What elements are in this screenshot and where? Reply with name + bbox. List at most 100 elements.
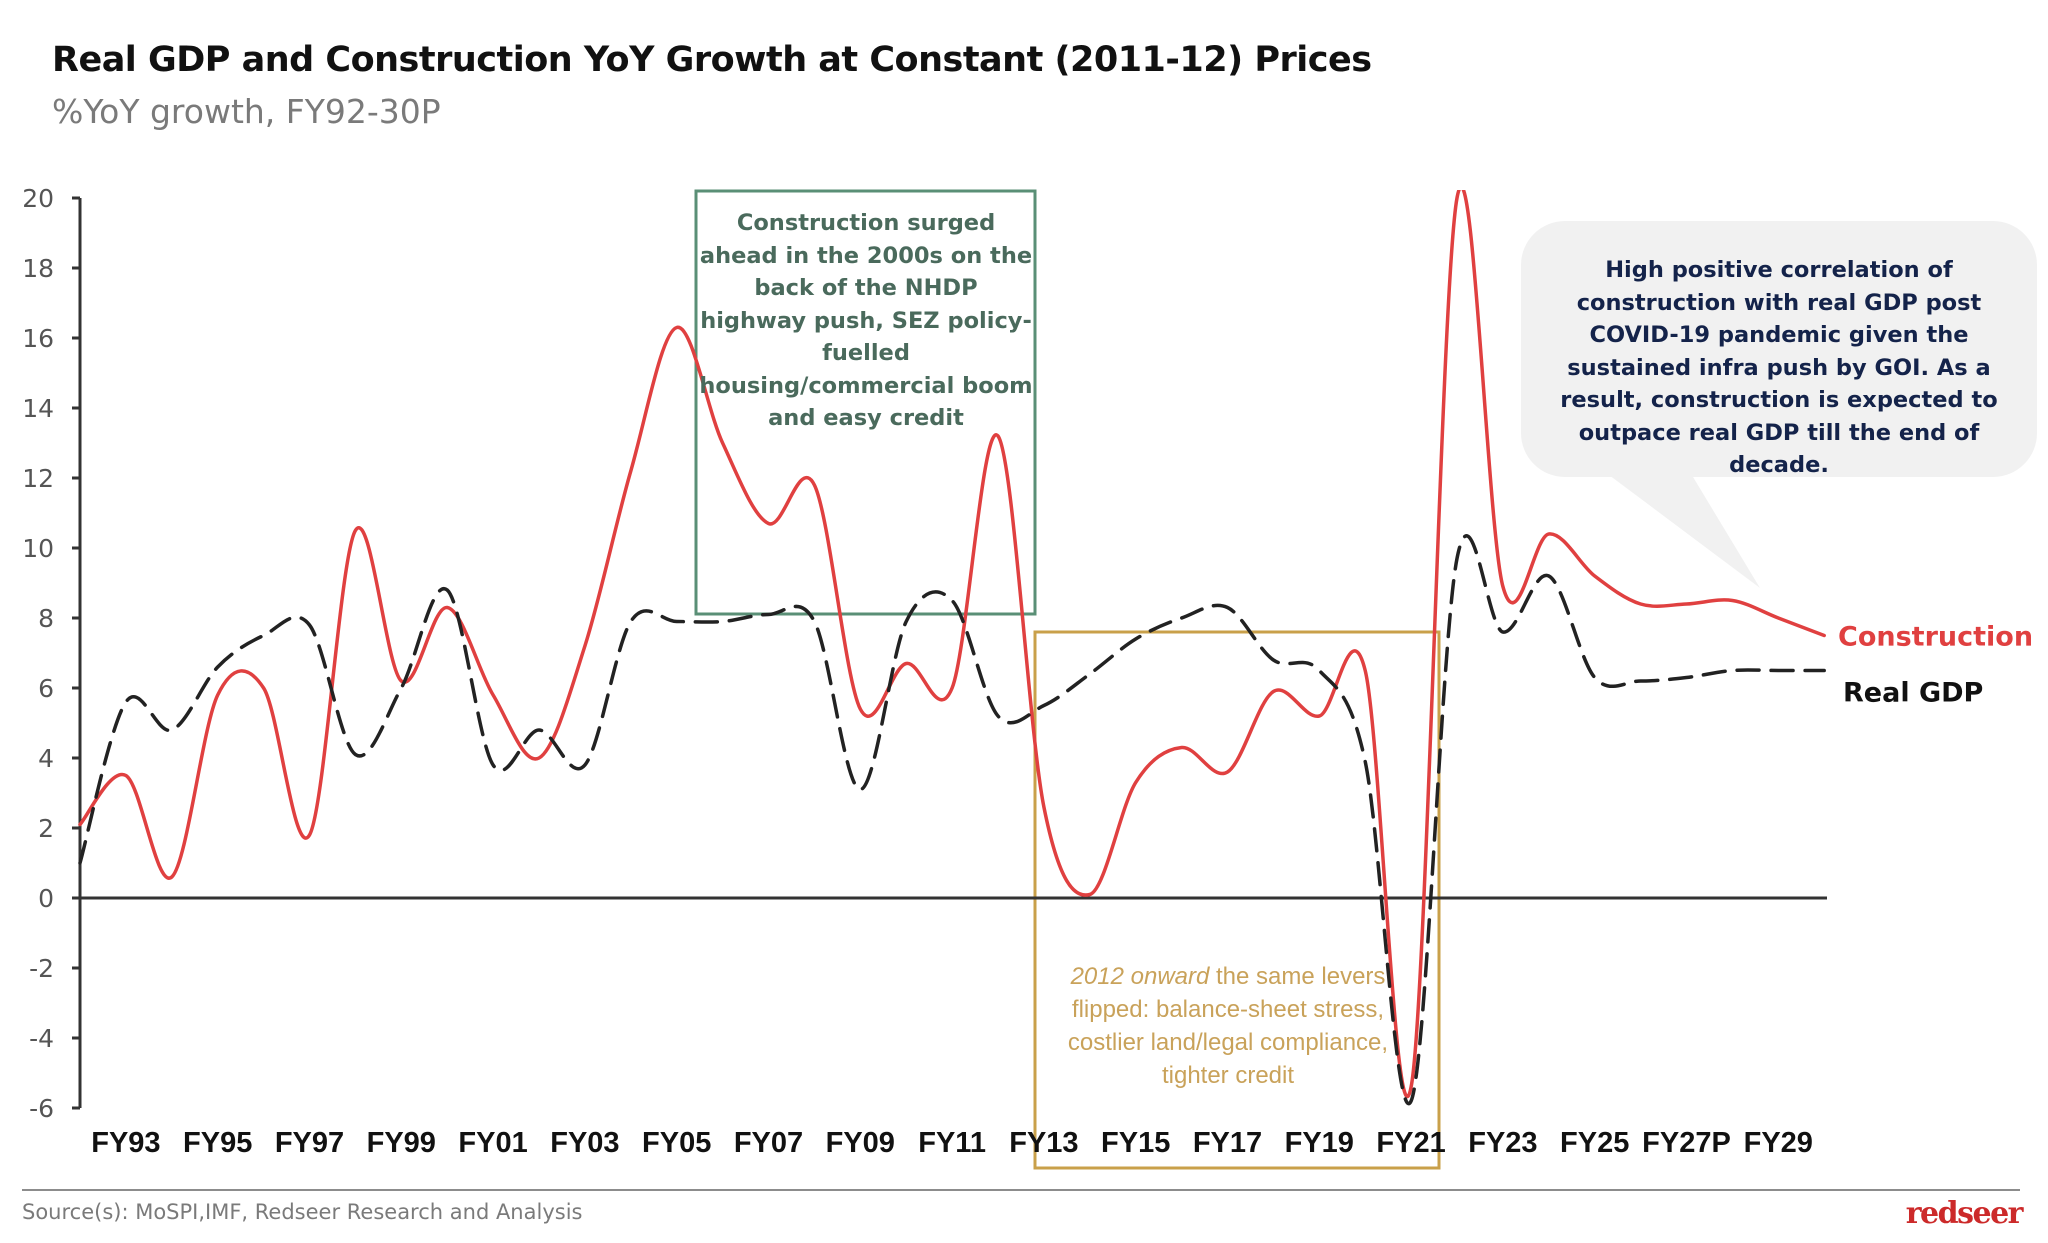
data-point-construction xyxy=(1180,746,1184,750)
data-point-real-gdp xyxy=(78,861,82,865)
x-tick-label: FY07 xyxy=(734,1127,803,1159)
y-tick-label: 4 xyxy=(38,744,54,773)
x-tick-label: FY01 xyxy=(458,1127,527,1159)
x-tick-label: FY09 xyxy=(826,1127,895,1159)
data-point-construction xyxy=(1593,574,1597,578)
x-tick-label: FY23 xyxy=(1468,1127,1537,1159)
source-note: Source(s): MoSPI,IMF, Redseer Research a… xyxy=(22,1200,583,1224)
x-tick-label: FY05 xyxy=(642,1127,711,1159)
data-point-construction xyxy=(583,644,587,648)
data-point-construction xyxy=(1639,602,1643,606)
data-point-real-gdp xyxy=(583,763,587,767)
x-tick-label: FY29 xyxy=(1744,1127,1813,1159)
data-point-construction xyxy=(1501,585,1505,589)
series xyxy=(78,190,1826,1106)
data-point-real-gdp xyxy=(812,620,816,624)
x-tick-label: FY13 xyxy=(1009,1127,1078,1159)
data-point-construction xyxy=(1547,532,1551,536)
data-point-construction xyxy=(262,686,266,690)
x-tick-label: FY11 xyxy=(918,1127,986,1159)
data-point-real-gdp xyxy=(124,700,128,704)
data-point-real-gdp xyxy=(1822,669,1826,673)
data-point-construction xyxy=(491,693,495,697)
data-point-construction xyxy=(1685,602,1689,606)
data-point-construction xyxy=(353,529,357,533)
gold-annotation-text: 2012 onward the same levers flipped: bal… xyxy=(1036,960,1420,1092)
series-line-real-gdp xyxy=(78,534,1826,1106)
data-point-real-gdp xyxy=(262,634,266,638)
x-tick-label: FY97 xyxy=(275,1127,344,1159)
y-tick-label: 6 xyxy=(38,674,54,703)
data-point-construction xyxy=(1363,669,1367,673)
data-point-real-gdp xyxy=(996,714,1000,718)
data-point-construction xyxy=(308,833,312,837)
data-point-real-gdp xyxy=(399,686,403,690)
legend-label-construction: Construction xyxy=(1838,622,2033,653)
y-tick-label: -2 xyxy=(29,954,54,983)
redseer-logo: redseer xyxy=(1905,1196,2024,1231)
data-point-real-gdp xyxy=(1776,669,1780,673)
data-point-construction xyxy=(996,434,1000,438)
data-point-construction xyxy=(1226,770,1230,774)
x-tick-label: FY27P xyxy=(1642,1127,1731,1159)
y-tick-label: 10 xyxy=(22,534,54,563)
data-point-real-gdp xyxy=(1088,672,1092,676)
data-point-construction xyxy=(1730,599,1734,603)
legend-label-real-gdp: Real GDP xyxy=(1843,678,1983,709)
gold-annotation-italic: 2012 onward xyxy=(1070,963,1210,990)
data-point-real-gdp xyxy=(216,665,220,669)
legend: Construction Real GDP xyxy=(1838,622,2033,709)
data-point-real-gdp xyxy=(537,728,541,732)
highlight-box-2000s xyxy=(694,189,1037,616)
data-point-real-gdp xyxy=(675,620,679,624)
x-tick-label: FY99 xyxy=(367,1127,436,1159)
x-tick-label: FY95 xyxy=(183,1127,252,1159)
data-point-construction xyxy=(445,606,449,610)
y-tick-label: -6 xyxy=(29,1094,54,1123)
data-point-real-gdp xyxy=(1639,679,1643,683)
chart-title: Real GDP and Construction YoY Growth at … xyxy=(52,40,1372,80)
data-point-real-gdp xyxy=(1593,676,1597,680)
data-point-construction xyxy=(1822,634,1826,638)
data-point-real-gdp xyxy=(1730,669,1734,673)
data-point-real-gdp xyxy=(858,788,862,792)
x-tick-label: FY19 xyxy=(1285,1127,1354,1159)
gold-annotation-rest: the same levers flipped: balance-sheet s… xyxy=(1067,963,1389,1089)
y-tick-label: 12 xyxy=(22,464,54,493)
data-point-real-gdp xyxy=(1134,637,1138,641)
data-point-construction xyxy=(1317,714,1321,718)
data-point-construction xyxy=(629,469,633,473)
highlight-boxes xyxy=(694,189,1441,1170)
y-tick-label: 14 xyxy=(22,394,54,423)
data-point-construction xyxy=(216,693,220,697)
data-point-construction xyxy=(1455,196,1459,200)
data-point-construction xyxy=(1271,690,1275,694)
data-point-construction xyxy=(858,707,862,711)
data-point-construction xyxy=(904,662,908,666)
data-point-real-gdp xyxy=(1501,630,1505,634)
data-point-construction xyxy=(78,823,82,827)
data-point-construction xyxy=(537,756,541,760)
data-point-real-gdp xyxy=(1042,704,1046,708)
data-point-construction xyxy=(1042,805,1046,809)
data-point-real-gdp xyxy=(721,620,725,624)
data-point-real-gdp xyxy=(1455,557,1459,561)
chart-subtitle: %YoY growth, FY92-30P xyxy=(52,92,441,131)
x-tick-label: FY15 xyxy=(1101,1127,1170,1159)
data-point-real-gdp xyxy=(308,623,312,627)
data-point-construction xyxy=(767,522,771,526)
data-point-real-gdp xyxy=(767,613,771,617)
data-point-real-gdp xyxy=(445,588,449,592)
y-tick-label: 18 xyxy=(22,254,54,283)
callout-bubble xyxy=(1521,221,2037,477)
data-point-real-gdp xyxy=(1180,616,1184,620)
data-point-real-gdp xyxy=(1685,676,1689,680)
footer-divider xyxy=(22,1189,2020,1191)
data-point-real-gdp xyxy=(629,620,633,624)
highlight-box-2012-onward xyxy=(1033,630,1441,1170)
data-point-construction xyxy=(1088,893,1092,897)
data-point-real-gdp xyxy=(1547,574,1551,578)
y-tick-label: -4 xyxy=(29,1024,54,1053)
